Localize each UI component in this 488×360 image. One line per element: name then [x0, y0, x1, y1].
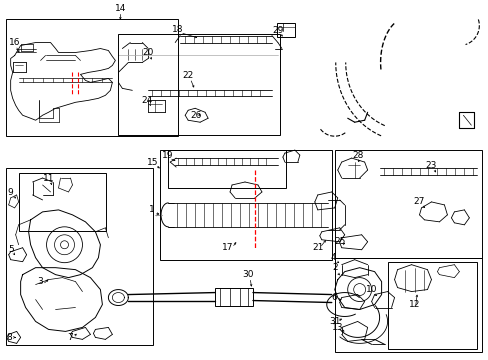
Text: 3: 3: [38, 277, 43, 286]
Text: 20: 20: [142, 48, 154, 57]
Bar: [6, 19, 178, 136]
Text: 13: 13: [331, 323, 343, 332]
Text: 18: 18: [172, 25, 183, 34]
Bar: [334, 150, 481, 258]
Text: 29: 29: [272, 26, 283, 35]
Bar: [19, 173, 106, 231]
Text: 27: 27: [413, 197, 425, 206]
Text: 14: 14: [114, 4, 126, 13]
Text: 11: 11: [43, 174, 54, 183]
Bar: [118, 33, 279, 135]
Text: 24: 24: [142, 96, 153, 105]
Text: 30: 30: [242, 270, 253, 279]
Text: 26: 26: [190, 111, 202, 120]
Text: 15: 15: [146, 158, 158, 167]
Text: 12: 12: [408, 300, 419, 309]
Bar: [334, 258, 481, 352]
Bar: [6, 168, 153, 345]
Text: 2: 2: [331, 263, 337, 272]
Text: 9: 9: [8, 188, 14, 197]
Text: 5: 5: [8, 245, 14, 254]
Bar: [276, 23, 294, 37]
Text: 21: 21: [311, 243, 323, 252]
Bar: [168, 150, 285, 188]
Text: 10: 10: [365, 285, 377, 294]
Bar: [387, 262, 476, 349]
Text: 1: 1: [149, 206, 155, 215]
Text: 19: 19: [161, 150, 173, 159]
Text: 31: 31: [328, 317, 340, 326]
Text: 8: 8: [7, 333, 13, 342]
Text: 7: 7: [67, 333, 73, 342]
Bar: [160, 150, 331, 260]
Text: 25: 25: [333, 237, 345, 246]
Text: 22: 22: [182, 71, 193, 80]
Bar: [215, 288, 252, 306]
Text: 17: 17: [222, 243, 233, 252]
Text: 6: 6: [331, 293, 337, 302]
Text: 28: 28: [351, 150, 363, 159]
Text: 23: 23: [425, 161, 436, 170]
Text: 16: 16: [9, 38, 20, 47]
Text: 4: 4: [330, 253, 336, 262]
